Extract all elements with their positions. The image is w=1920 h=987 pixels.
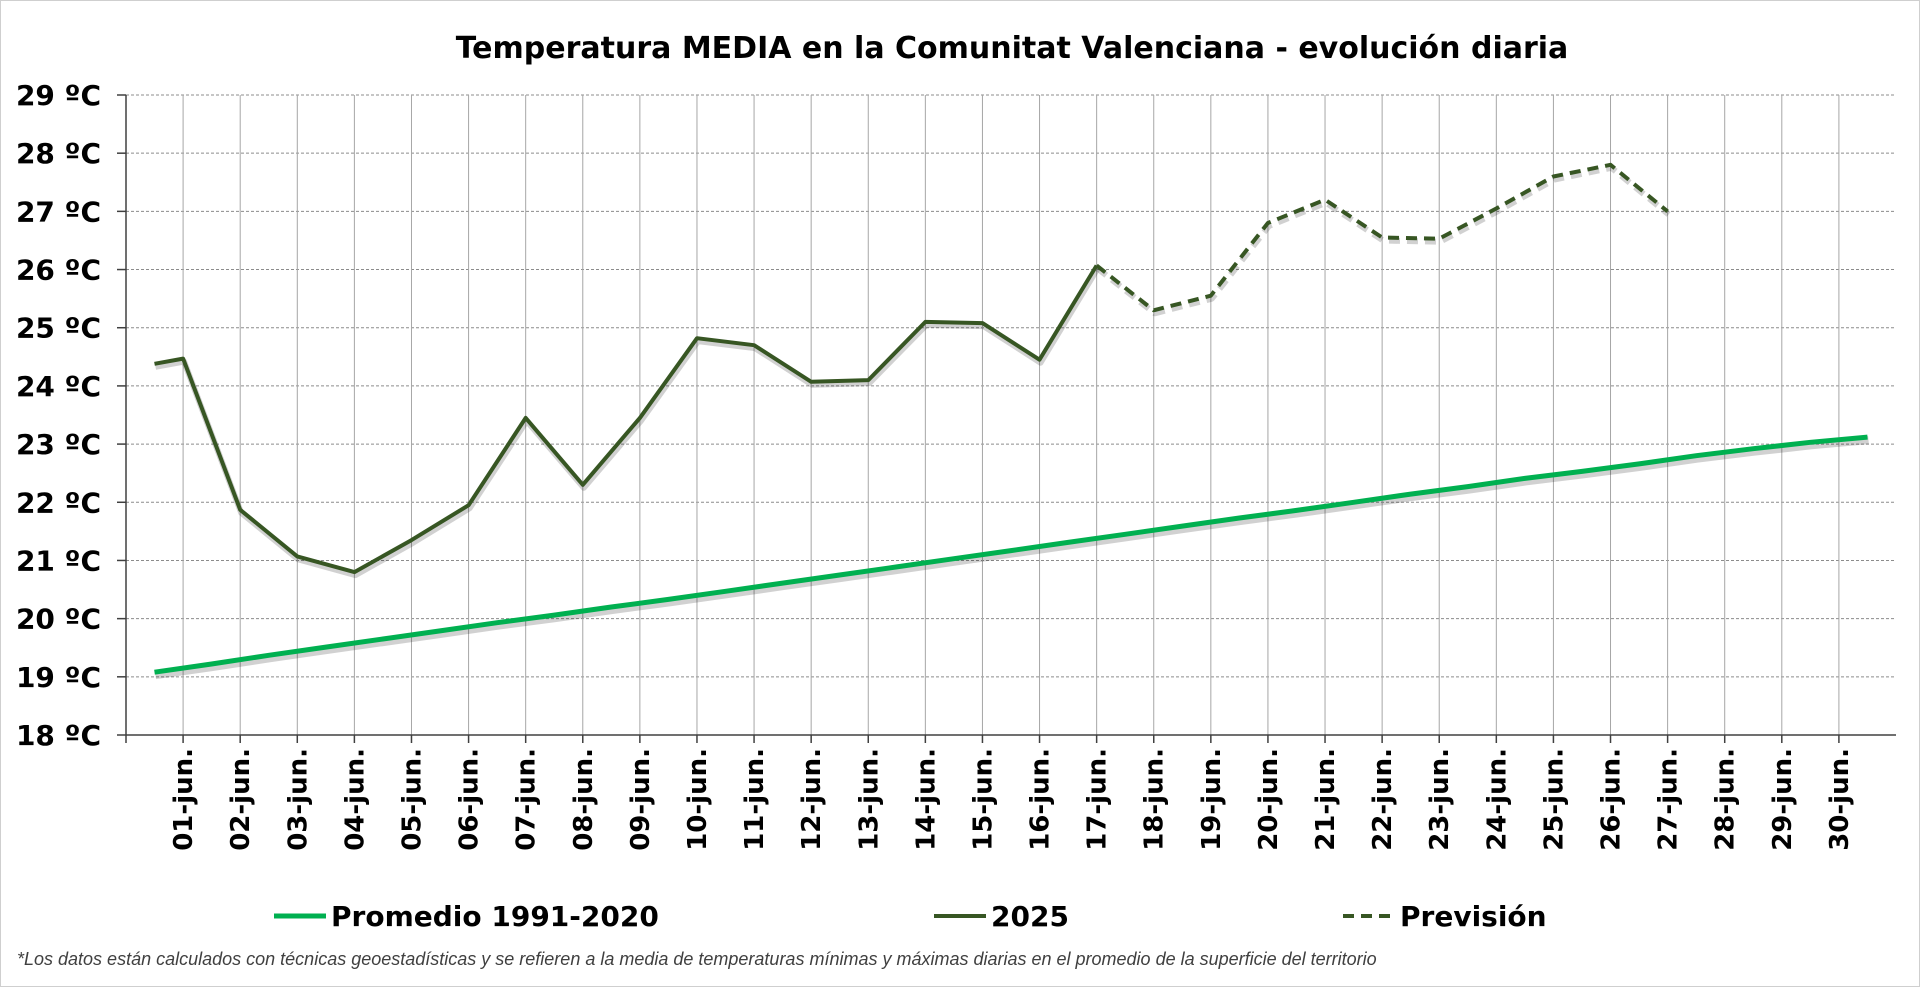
x-tick-label: 12-jun.	[797, 748, 827, 851]
x-tick-label: 23-jun.	[1425, 748, 1455, 851]
x-tick-label: 17-jun.	[1083, 748, 1113, 851]
x-tick-label: 22-jun.	[1368, 748, 1398, 851]
legend-label-promedio: Promedio 1991-2020	[331, 900, 659, 933]
x-tick-label: 01-jun.	[169, 748, 199, 851]
legend-item-prevision: Previsión	[1343, 900, 1547, 933]
x-tick-label: 19-jun.	[1197, 748, 1227, 851]
x-tick-label: 07-jun.	[512, 748, 542, 851]
y-tick-label: 29 ºC	[16, 79, 101, 112]
x-tick-label: 30-jun.	[1825, 748, 1855, 851]
legend-item-2025: 2025	[934, 900, 1069, 933]
y-tick-label: 22 ºC	[16, 486, 101, 519]
x-tick-label: 03-jun.	[283, 748, 313, 851]
series-shadow-previsi-n	[1095, 164, 1671, 317]
x-tick-label: 28-jun.	[1711, 748, 1741, 851]
x-tick-label: 26-jun.	[1597, 748, 1627, 851]
legend-label-2025: 2025	[991, 900, 1069, 933]
x-tick-label: 09-jun.	[626, 748, 656, 851]
y-tick-label: 19 ºC	[16, 661, 101, 694]
legend: Promedio 1991-2020 2025 Previsión	[274, 900, 1547, 933]
x-tick-label: 20-jun.	[1254, 748, 1284, 851]
x-tick-label: 11-jun.	[740, 748, 770, 851]
x-tick-label: 21-jun.	[1311, 748, 1341, 851]
y-tick-label: 27 ºC	[16, 195, 101, 228]
x-tick-label: 24-jun.	[1482, 748, 1512, 851]
y-tick-label: 28 ºC	[16, 137, 101, 170]
y-tick-label: 25 ºC	[16, 312, 101, 345]
series-shadow-promedio-1991-2020	[154, 436, 1869, 680]
x-tick-label: 16-jun.	[1026, 748, 1056, 851]
y-tick-label: 21 ºC	[16, 544, 101, 577]
x-tick-label: 25-jun.	[1539, 748, 1569, 851]
footnote: *Los datos están calculados con técnicas…	[17, 949, 1377, 969]
x-tick-label: 06-jun.	[455, 748, 485, 851]
x-tick-label: 02-jun.	[226, 748, 256, 851]
x-tick-label: 10-jun.	[683, 748, 713, 851]
y-axis-ticks: 18 ºC 19 ºC 20 ºC 21 ºC 22 ºC 23 ºC 24 ºC 25 ºC…	[16, 79, 101, 752]
series-layer	[154, 162, 1869, 680]
x-tick-label: 04-jun.	[340, 748, 370, 851]
x-tick-label: 05-jun.	[397, 748, 427, 851]
series-line-2025	[154, 264, 1099, 575]
x-tick-label: 08-jun.	[569, 748, 599, 851]
legend-item-promedio: Promedio 1991-2020	[274, 900, 659, 933]
x-tick-label: 13-jun.	[854, 748, 884, 851]
y-tick-label: 23 ºC	[16, 428, 101, 461]
series-line-promedio-1991-2020	[154, 434, 1868, 675]
x-tick-label: 15-jun.	[968, 748, 998, 851]
legend-label-prevision: Previsión	[1400, 900, 1547, 933]
x-tick-label: 18-jun.	[1140, 748, 1170, 851]
x-tick-label: 27-jun.	[1654, 748, 1684, 851]
y-tick-label: 18 ºC	[16, 719, 101, 752]
y-tick-label: 24 ºC	[16, 370, 101, 403]
x-axis-ticks: 01-jun. 02-jun. 03-jun. 04-jun. 05-jun. 06-ju…	[169, 748, 1855, 851]
x-tick-label: 29-jun.	[1768, 748, 1798, 851]
y-tick-label: 26 ºC	[16, 254, 101, 287]
series-line-previsi-n	[1095, 162, 1669, 313]
x-tick-label: 14-jun.	[911, 748, 941, 851]
y-tick-label: 20 ºC	[16, 603, 101, 636]
chart-title: Temperatura MEDIA en la Comunitat Valenc…	[456, 31, 1569, 66]
